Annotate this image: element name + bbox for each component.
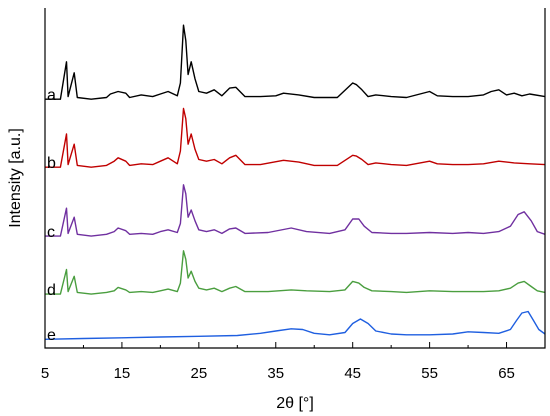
x-tick-label: 35 <box>267 365 284 382</box>
trace-label-d: d <box>47 282 56 299</box>
x-ticks-group: 5 15 25 35 45 55 65 <box>41 342 546 382</box>
trace-labels-group: a b c d e <box>47 87 56 344</box>
trace-e <box>44 310 546 340</box>
x-tick-label: 65 <box>498 365 515 382</box>
trace-b <box>45 107 546 168</box>
y-axis-title: Intensity [a.u.] <box>7 128 24 228</box>
plot-frame <box>44 8 546 349</box>
trace-c <box>45 184 546 237</box>
trace-a <box>45 24 546 100</box>
x-tick-label: 15 <box>114 365 131 382</box>
x-tick-label: 55 <box>421 365 438 382</box>
x-tick-label: 5 <box>41 365 49 382</box>
trace-label-e: e <box>47 327 56 344</box>
trace-d <box>45 250 546 295</box>
x-axis-title: 2θ [°] <box>276 395 314 412</box>
trace-label-c: c <box>47 224 55 241</box>
trace-label-b: b <box>47 155 56 172</box>
x-tick-label: 45 <box>344 365 361 382</box>
traces-group <box>44 24 546 340</box>
trace-label-a: a <box>47 87 56 104</box>
x-tick-label: 25 <box>191 365 208 382</box>
